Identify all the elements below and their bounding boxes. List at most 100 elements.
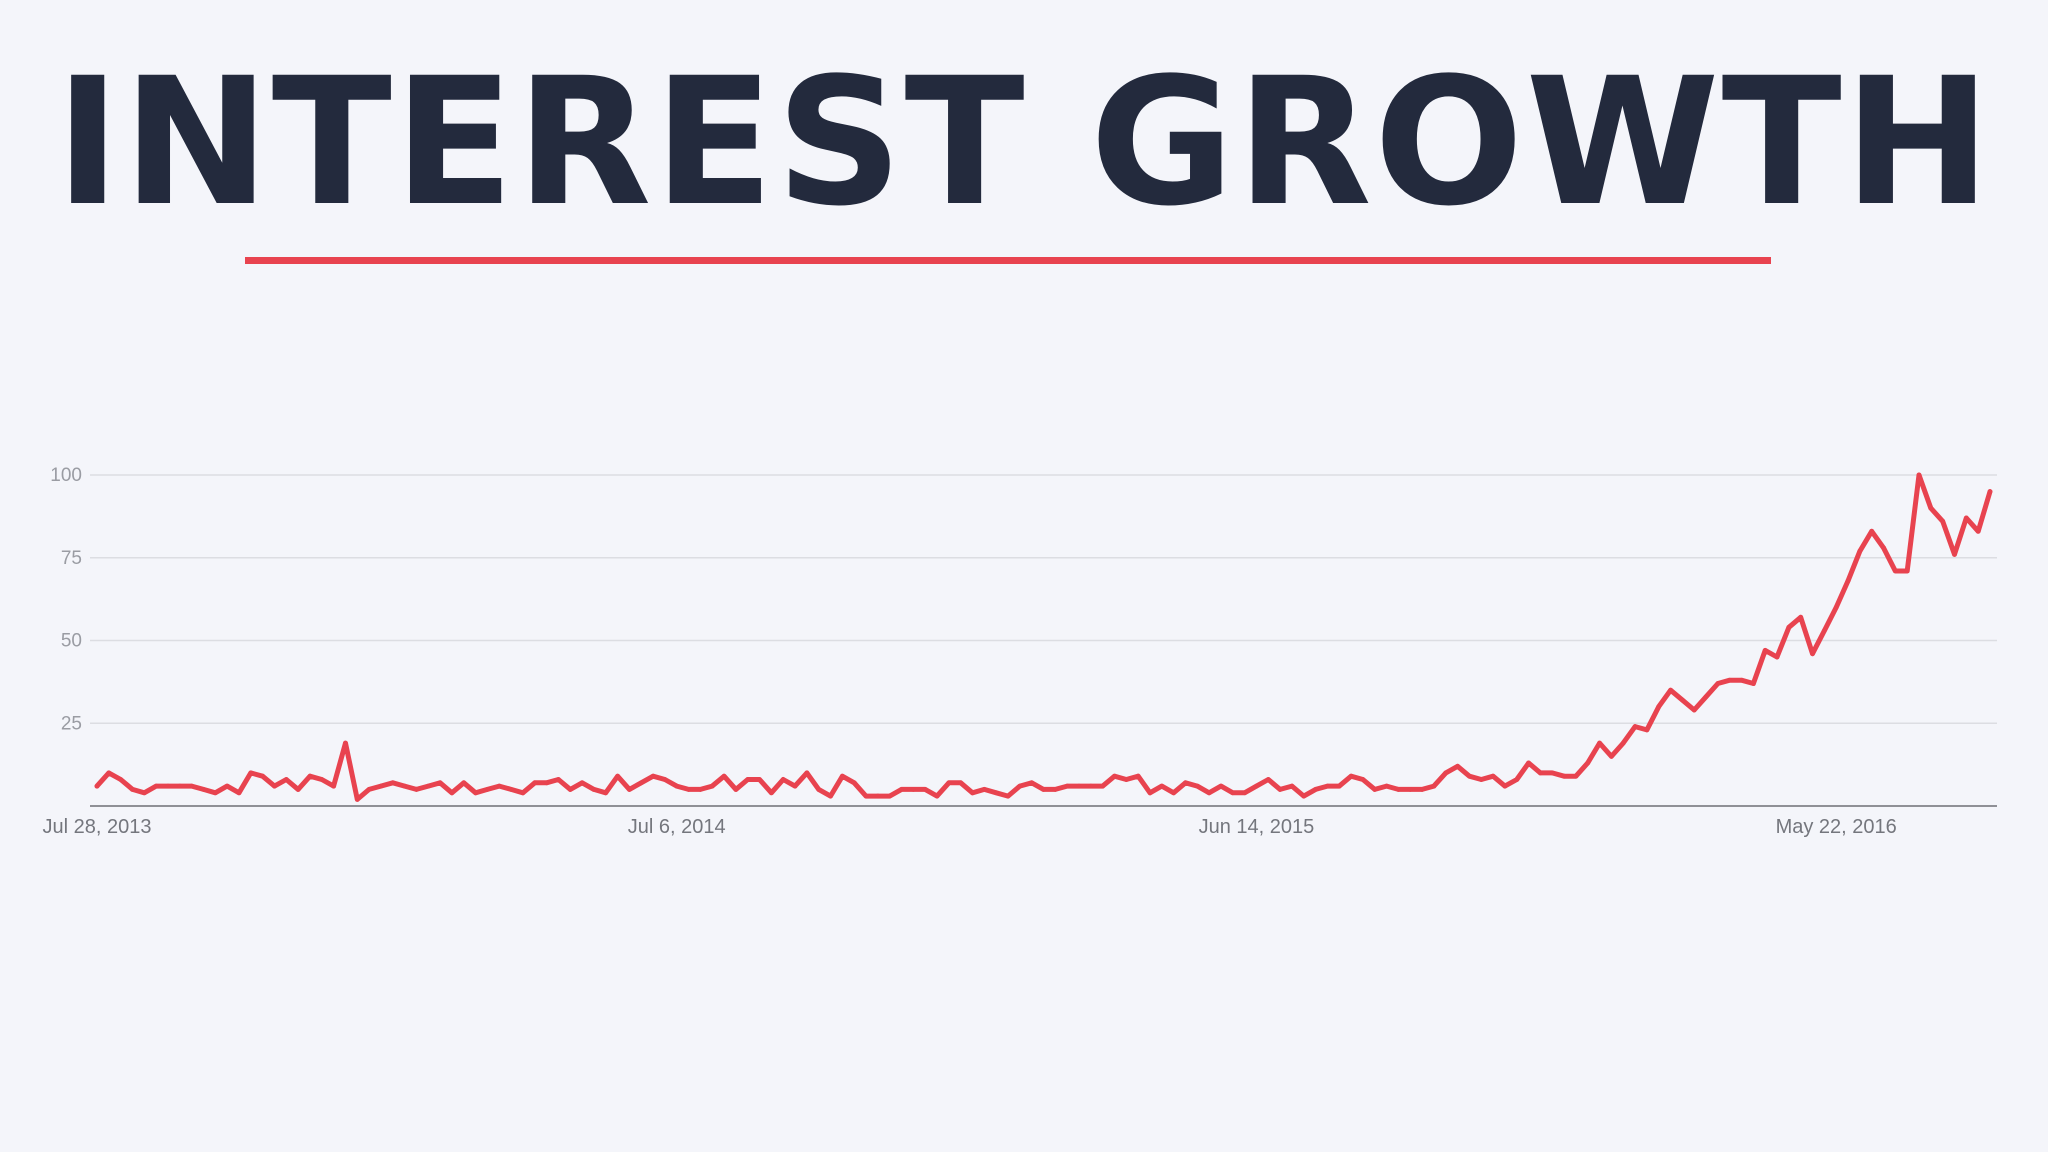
- data-point: [875, 793, 881, 799]
- data-point: [721, 773, 727, 779]
- data-point: [1254, 783, 1259, 789]
- data-point: [887, 793, 893, 799]
- data-point: [946, 780, 952, 786]
- data-point: [520, 790, 526, 796]
- data-point: [780, 777, 786, 782]
- data-point: [390, 780, 396, 786]
- data-point: [556, 777, 561, 782]
- data-point: [319, 777, 325, 782]
- data-point: [343, 740, 348, 746]
- data-point: [272, 783, 277, 789]
- data-point: [165, 783, 171, 789]
- data-point: [1443, 770, 1449, 776]
- data-point: [1679, 697, 1685, 703]
- data-point: [662, 777, 668, 782]
- data-point: [1810, 651, 1815, 657]
- data-point: [934, 793, 940, 799]
- data-point: [1514, 777, 1520, 782]
- data-point: [804, 770, 810, 776]
- data-point: [1668, 687, 1673, 693]
- data-point: [816, 787, 822, 792]
- data-point: [1206, 790, 1212, 796]
- data-point: [674, 783, 680, 789]
- data-point: [828, 793, 833, 799]
- data-point: [1372, 787, 1378, 792]
- data-point: [1691, 707, 1697, 713]
- data-point: [1727, 677, 1733, 683]
- data-point: [402, 783, 408, 789]
- data-point: [354, 796, 360, 802]
- data-point: [1644, 727, 1650, 733]
- data-point: [473, 790, 478, 796]
- data-point: [1100, 783, 1106, 789]
- grid-lines: [90, 474, 1997, 724]
- x-tick-label: May 22, 2016: [1776, 816, 1897, 838]
- data-point: [307, 773, 313, 779]
- data-point: [1407, 787, 1413, 792]
- data-point: [993, 790, 999, 796]
- data-point: [1963, 515, 1969, 521]
- data-point: [1194, 783, 1200, 789]
- data-point: [733, 787, 739, 792]
- data-point: [1052, 787, 1058, 792]
- data-point: [697, 787, 703, 792]
- title-underline: [245, 257, 1771, 264]
- data-point: [1064, 783, 1070, 789]
- data-point: [485, 787, 490, 792]
- data-point: [1632, 724, 1638, 729]
- data-point: [958, 780, 964, 786]
- data-point: [1821, 628, 1827, 633]
- data-point: [1313, 787, 1319, 792]
- data-point: [1538, 770, 1543, 776]
- data-point: [283, 777, 289, 782]
- data-point: [591, 787, 597, 792]
- data-point: [508, 787, 514, 792]
- data-point: [331, 783, 337, 789]
- data-point: [1123, 777, 1129, 782]
- data-point: [851, 780, 857, 786]
- data-point: [1881, 545, 1886, 551]
- data-point: [496, 783, 502, 789]
- data-point: [532, 780, 538, 786]
- data-point: [1147, 790, 1153, 796]
- data-point: [1325, 783, 1330, 789]
- data-point: [1135, 773, 1141, 779]
- data-point: [567, 787, 573, 792]
- data-point: [295, 787, 301, 792]
- data-point: [1845, 578, 1851, 584]
- data-point: [1490, 773, 1496, 779]
- x-tick-label: Jul 28, 2013: [43, 816, 152, 838]
- data-point: [1017, 783, 1023, 789]
- data-point: [1798, 614, 1804, 620]
- data-point: [366, 787, 372, 792]
- data-point: [1975, 528, 1981, 534]
- data-point: [1076, 783, 1082, 789]
- data-point: [1928, 505, 1934, 511]
- data-point: [1431, 783, 1437, 789]
- data-point: [437, 780, 443, 786]
- data-point: [1277, 787, 1283, 792]
- data-point: [1573, 773, 1579, 779]
- data-point: [1916, 472, 1922, 478]
- data-point: [236, 790, 242, 796]
- data-point: [1360, 777, 1366, 782]
- data-point: [1171, 790, 1177, 796]
- data-point: [1265, 777, 1271, 782]
- data-point: [1041, 787, 1046, 792]
- data-point: [1940, 518, 1946, 524]
- data-point: [1774, 654, 1780, 660]
- data-point: [1987, 489, 1993, 494]
- data-point: [1348, 773, 1354, 779]
- data-point: [1750, 681, 1756, 686]
- data-point: [863, 793, 869, 799]
- data-point: [1396, 787, 1401, 792]
- y-axis-ticks: 25 50 75 100: [50, 465, 82, 734]
- data-point: [94, 783, 100, 789]
- data-point: [686, 787, 691, 792]
- data-point: [1467, 773, 1472, 779]
- data-point: [1289, 783, 1295, 789]
- data-point: [650, 773, 656, 779]
- data-point: [638, 780, 644, 786]
- data-point: [1620, 740, 1626, 746]
- data-point: [745, 777, 751, 782]
